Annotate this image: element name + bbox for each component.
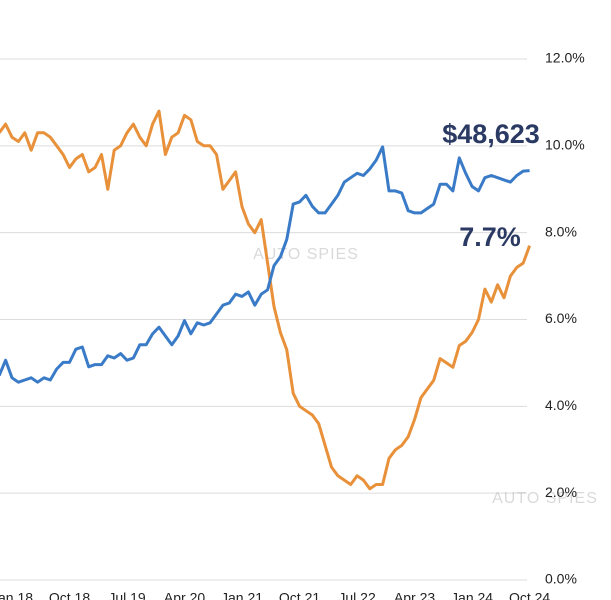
x-tick-label: Apr 23 [394, 590, 435, 600]
series-line [0, 109, 532, 491]
y-tick-label: 4.0% [545, 397, 577, 413]
y-tick-label: 10.0% [545, 137, 585, 153]
x-tick-label: Jan 18 [0, 590, 33, 600]
x-tick-label: Jul 19 [108, 590, 146, 600]
y-tick-label: 8.0% [545, 223, 577, 239]
watermark: AUTO SPIES [253, 246, 359, 263]
x-tick-label: Apr 20 [164, 590, 205, 600]
y-tick-label: 2.0% [545, 484, 577, 500]
annotation: 7.7% [459, 222, 521, 252]
x-tick-label: Oct 21 [279, 590, 320, 600]
series-line [0, 145, 530, 384]
x-tick-label: Jan 24 [451, 590, 493, 600]
annotation: $48,623 [442, 119, 540, 149]
watermark: AUTO SPIES [492, 490, 598, 507]
y-tick-label: 12.0% [545, 50, 585, 66]
x-tick-label: Oct 24 [509, 590, 550, 600]
x-tick-label: Jan 21 [221, 590, 263, 600]
x-tick-label: Jul 22 [338, 590, 376, 600]
x-tick-label: Oct 18 [49, 590, 90, 600]
y-tick-label: 0.0% [545, 571, 577, 587]
y-tick-label: 6.0% [545, 310, 577, 326]
